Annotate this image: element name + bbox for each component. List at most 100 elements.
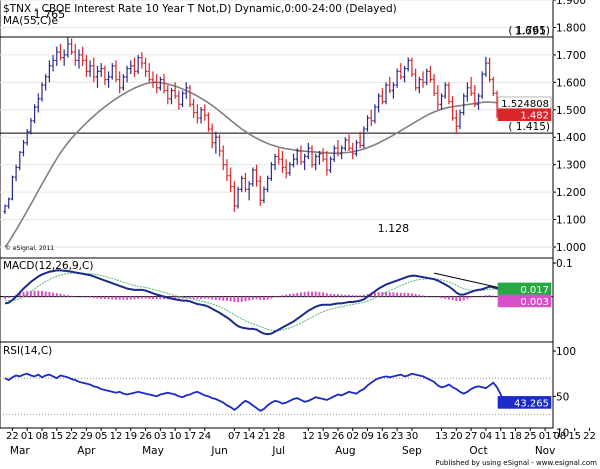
price-bar <box>354 139 359 157</box>
price-bar <box>262 186 266 204</box>
price-bar <box>73 43 77 66</box>
macd-signal-value-box-bg <box>497 294 552 308</box>
price-bar <box>399 63 403 80</box>
last-price-box: 1.482 <box>497 108 552 122</box>
price-bar <box>84 54 88 77</box>
price-bar <box>232 181 236 212</box>
price-bar <box>99 63 103 77</box>
ma-value-box-text: 1.524808 <box>501 99 549 110</box>
price-bar <box>118 71 122 94</box>
price-bar <box>317 150 322 165</box>
last-price-box-bg <box>497 108 552 122</box>
price-bar <box>188 85 192 108</box>
macd-value-box: 0.017 <box>497 282 552 296</box>
price-tick-label: 1.500 <box>556 105 586 117</box>
date-tick-label: 28 <box>272 431 285 442</box>
price-bar <box>303 153 307 171</box>
price-bar <box>92 57 96 83</box>
price-bar <box>306 142 310 160</box>
date-tick-label: 16 <box>376 431 389 442</box>
date-tick-label: 02 <box>346 431 359 442</box>
price-bar <box>55 46 59 66</box>
ma-line <box>4 81 505 248</box>
date-tick-label: 09 <box>361 431 374 442</box>
date-axis: 22 01 08 15 22 29 05 12 19 26 03 10 17 24 07 14 21 28 12 19… <box>6 428 596 457</box>
macd-tick-label: 0.1 <box>556 258 573 270</box>
moving-average <box>4 81 505 248</box>
price-bar <box>280 150 285 173</box>
price-bar <box>47 60 51 83</box>
macd-label: MACD(12,26,9,C) <box>3 260 93 272</box>
price-bar <box>177 90 181 110</box>
price-bar <box>388 76 392 94</box>
price-bar <box>373 104 377 124</box>
price-bar <box>291 153 296 168</box>
price-bar <box>229 167 233 193</box>
date-tick-label: 14 <box>243 431 256 442</box>
price-bar <box>10 175 14 201</box>
price-bar <box>488 57 492 83</box>
ma-label: MA(55,C)e <box>3 15 58 27</box>
price-bar <box>169 87 174 105</box>
price-bar <box>225 159 229 182</box>
price-tick-label: 1.900 <box>556 0 586 7</box>
price-bar <box>132 57 137 77</box>
price-tick-label: 1.100 <box>556 215 586 227</box>
price-bar <box>236 186 240 209</box>
price-bar <box>340 145 344 160</box>
date-tick-label: 19 <box>124 431 137 442</box>
macd-line <box>4 269 505 336</box>
price-bar <box>129 60 133 75</box>
price-bar <box>332 145 336 162</box>
watermark: © eSignal, 2011 <box>5 245 54 252</box>
date-tick-label: 11 <box>494 431 507 442</box>
price-bar <box>377 93 381 113</box>
price-bar <box>162 74 166 94</box>
price-bar <box>32 104 37 124</box>
price-bar <box>29 118 33 135</box>
footer-text: Published by using eSignal - www.esignal… <box>435 459 597 467</box>
price-bar <box>66 37 70 58</box>
price-bar <box>62 49 66 66</box>
date-tick-label: 08 <box>36 431 49 442</box>
date-tick-label: 12 <box>302 431 315 442</box>
rsi-line <box>4 372 506 412</box>
price-bar <box>347 134 351 151</box>
date-tick-label: 29 <box>80 431 93 442</box>
price-bar <box>151 71 155 88</box>
price-bar <box>336 139 340 157</box>
date-tick-label: 22 <box>6 431 19 442</box>
price-axis: 1.900 1.800 1.700 1.600 1.500 1.400 1.300 1.200… <box>553 0 586 254</box>
price-bar <box>358 131 362 149</box>
macd-signal-value-box: 0.003 <box>497 294 552 308</box>
price-bar <box>210 123 214 149</box>
annotation-label: 1.765 <box>34 8 66 21</box>
month-label: May <box>142 445 164 457</box>
price-bar <box>425 68 429 86</box>
price-bar <box>454 109 458 134</box>
price-bar <box>473 85 477 108</box>
price-bar <box>469 76 473 97</box>
month-label: Mar <box>10 445 30 457</box>
date-tick-label: 05 <box>95 431 108 442</box>
price-bar <box>40 82 44 102</box>
date-tick-label: 25 <box>524 431 537 442</box>
price-bar <box>121 74 125 91</box>
price-bar <box>299 145 303 165</box>
rsi-tick-label: 100 <box>556 346 576 358</box>
price-bar <box>258 175 262 206</box>
price-bar <box>369 109 373 127</box>
price-grid <box>0 0 553 248</box>
price-bar <box>480 71 484 99</box>
price-bar <box>36 93 40 113</box>
price-bar <box>51 54 55 72</box>
price-bar <box>136 54 140 75</box>
date-tick-label: 30 <box>406 431 419 442</box>
date-tick-label: 17 <box>184 431 197 442</box>
price-bar <box>199 107 203 124</box>
price-bar <box>310 145 314 168</box>
rsi-tick-label: 50 <box>556 391 569 403</box>
price-bar <box>180 90 185 108</box>
